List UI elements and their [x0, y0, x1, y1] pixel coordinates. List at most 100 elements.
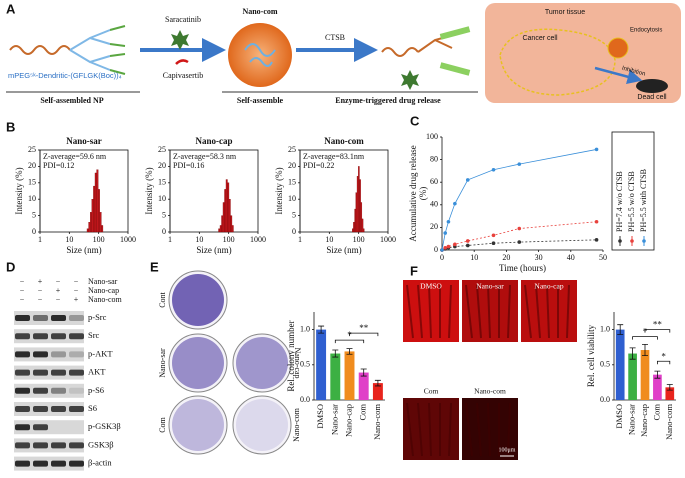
blot-band — [51, 315, 66, 321]
histogram-bar — [225, 179, 228, 233]
bar — [358, 372, 369, 400]
series-point — [594, 238, 599, 242]
blot-band — [69, 351, 84, 358]
micrograph-texture — [448, 284, 452, 339]
x-tick-label: 30 — [535, 253, 543, 262]
blot-band — [33, 369, 48, 376]
significance-bracket — [644, 329, 671, 333]
blot-band — [33, 406, 48, 412]
error-bar — [332, 349, 339, 358]
blot-band — [33, 333, 48, 340]
step-label: Enzyme-triggered drug release — [335, 96, 441, 105]
polymer-chain — [9, 45, 71, 55]
y-tick-label: 20 — [288, 161, 296, 170]
peptide — [109, 25, 126, 75]
histogram-bar — [227, 182, 230, 233]
histogram-bar — [360, 202, 363, 233]
blot-strip — [14, 383, 84, 398]
treatment-sign: − — [74, 277, 79, 286]
nanoparticle — [607, 37, 629, 59]
y-tick-label: 1.0 — [300, 324, 310, 333]
polymer-name: mPEG⁵ᵏ-Dendritic-(GFLGK(Boc))₄ — [8, 71, 122, 80]
histogram-bar — [98, 189, 100, 233]
x-axis-label: Time (hours) — [499, 263, 546, 273]
histogram-bar — [353, 222, 355, 233]
significance-label: ** — [653, 320, 663, 330]
significance-bracket — [657, 360, 671, 365]
culture-plate — [168, 395, 228, 455]
bar — [372, 383, 383, 400]
bar — [628, 353, 637, 400]
scale-bar-label: 100μm — [499, 447, 516, 453]
plate-label: Com — [158, 416, 167, 432]
step-label: Self-assembled NP — [40, 96, 103, 105]
dendron — [69, 29, 111, 71]
treatment-sign: − — [56, 295, 61, 304]
y-tick-label: 15 — [288, 178, 296, 187]
histogram-bar — [222, 202, 225, 233]
culture-plate — [232, 395, 292, 455]
image-label: DMSO — [420, 282, 442, 291]
micrograph-texture — [417, 284, 423, 339]
blot-strip — [14, 329, 84, 344]
blot-strip — [14, 365, 84, 380]
micrograph-texture — [546, 284, 550, 339]
legend-entry: PH=5.5 with CTSB — [639, 169, 648, 232]
micrograph-texture — [566, 284, 570, 339]
y-tick-label: 0.0 — [600, 395, 610, 404]
histogram-bar — [355, 192, 358, 233]
protein-label: β-actin — [88, 458, 112, 468]
annotation: Z-average=59.6 nm — [43, 152, 107, 161]
treatment-label: Nano-cap — [88, 286, 119, 295]
y-tick-label: 10 — [28, 194, 36, 203]
treatment-sign: − — [20, 277, 25, 286]
micrograph-texture — [406, 402, 414, 457]
x-tick-label: Nano-sar — [329, 404, 339, 435]
x-tick-label: DMSO — [315, 404, 325, 429]
x-tick-label: 50 — [599, 253, 607, 262]
error-bar — [374, 379, 381, 387]
blot-band — [51, 406, 66, 412]
error-bar — [629, 347, 636, 360]
blot-band — [69, 460, 84, 467]
series-point — [517, 162, 522, 166]
error-bar — [617, 324, 624, 335]
tissue-label: Tumor tissue — [545, 9, 585, 16]
legend-box — [611, 131, 655, 251]
series-point — [517, 226, 522, 231]
x-axis-label: Size (nm) — [326, 245, 361, 255]
histogram-bar — [228, 199, 231, 233]
series-point — [453, 242, 457, 247]
x-tick-label: Nano-com — [372, 404, 382, 440]
step-label: Self-assemble — [237, 96, 284, 105]
treatment-sign: − — [38, 295, 43, 304]
y-axis-label: Intensity (%) — [14, 167, 24, 214]
y-tick-label: 20 — [28, 161, 36, 170]
bar — [640, 350, 650, 400]
error-bar — [654, 370, 661, 379]
x-tick-label: Nano-cap — [343, 404, 353, 437]
blot-band — [33, 424, 48, 431]
uptake-label: Endocytosis — [630, 28, 662, 34]
nanoparticle-core — [244, 43, 276, 67]
series-point — [465, 239, 470, 243]
blot-band — [15, 333, 30, 340]
x-axis-label: Size (nm) — [66, 245, 101, 255]
blot-band — [33, 460, 48, 467]
histogram-bar — [88, 222, 91, 233]
series-point — [446, 219, 451, 224]
treatment-sign: − — [74, 286, 79, 295]
colony-stain — [172, 274, 224, 326]
blot-band — [69, 369, 84, 376]
drug-icon — [401, 70, 419, 90]
treatment-sign: + — [74, 295, 79, 304]
y-axis-label: Rel. colony number — [286, 320, 296, 391]
protein-label: S6 — [88, 403, 97, 413]
histogram-bar — [219, 225, 222, 233]
colony-stain — [172, 399, 224, 451]
series-point — [465, 178, 470, 182]
histogram-bar — [362, 228, 365, 233]
histogram-bar — [101, 225, 104, 233]
significance-bracket — [349, 332, 379, 337]
